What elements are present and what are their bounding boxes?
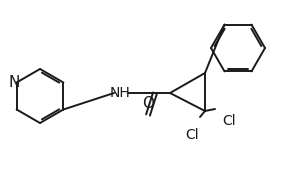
Text: Cl: Cl xyxy=(222,114,236,128)
Text: NH: NH xyxy=(110,86,130,100)
Text: N: N xyxy=(9,75,20,90)
Text: Cl: Cl xyxy=(185,128,199,142)
Text: O: O xyxy=(142,96,154,111)
